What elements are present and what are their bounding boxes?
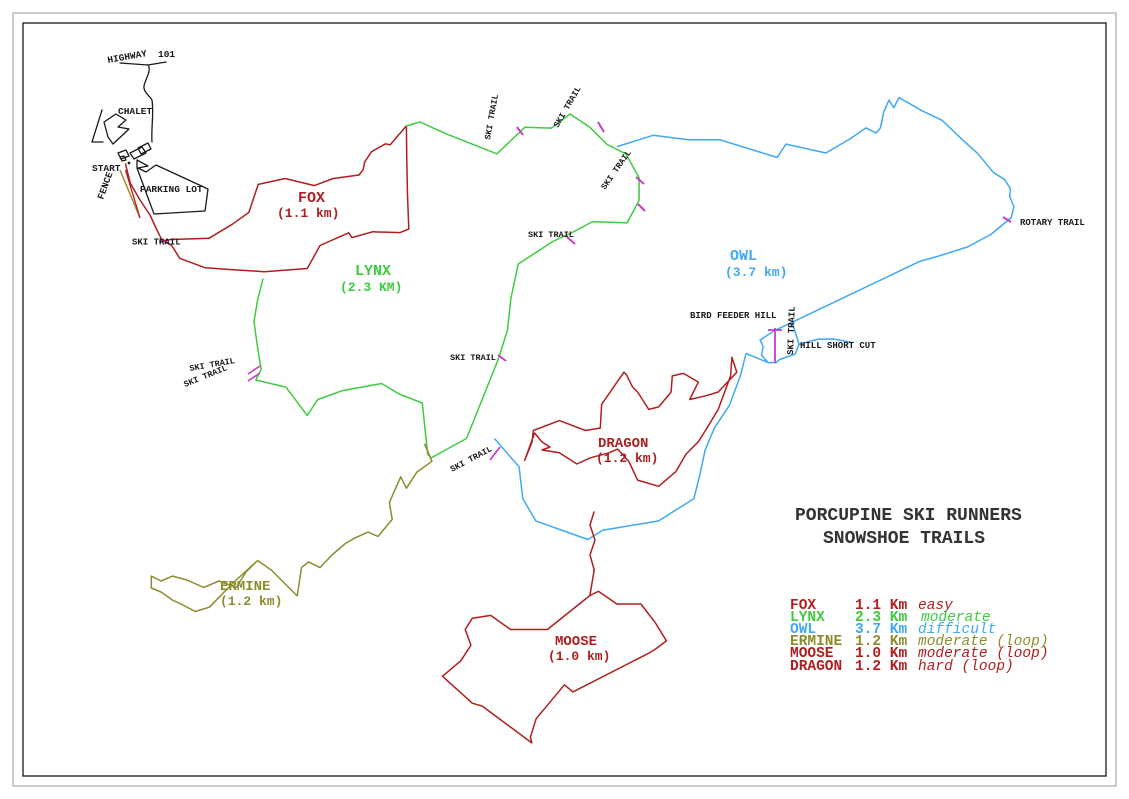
svg-text:SKI TRAIL: SKI TRAIL xyxy=(450,353,496,363)
svg-text:BIRD FEEDER HILL: BIRD FEEDER HILL xyxy=(690,311,776,321)
svg-text:SNOWSHOE TRAILS: SNOWSHOE TRAILS xyxy=(823,529,985,549)
svg-text:PORCUPINE SKI RUNNERS: PORCUPINE SKI RUNNERS xyxy=(795,506,1022,526)
svg-text:(1.0 km): (1.0 km) xyxy=(548,649,610,664)
svg-text:MOOSE: MOOSE xyxy=(555,634,597,650)
svg-text:SKI TRAIL: SKI TRAIL xyxy=(528,230,574,240)
svg-text:ROTARY TRAIL: ROTARY TRAIL xyxy=(1020,218,1085,228)
svg-text:DRAGON: DRAGON xyxy=(790,659,842,675)
svg-text:HILL SHORT CUT: HILL SHORT CUT xyxy=(800,341,876,351)
svg-text:ERMINE: ERMINE xyxy=(220,579,270,595)
svg-text:CHALET: CHALET xyxy=(118,106,153,117)
svg-text:SKI TRAIL: SKI TRAIL xyxy=(599,148,634,191)
svg-text:SKI TRAIL: SKI TRAIL xyxy=(786,306,798,355)
svg-text:(2.3 KM): (2.3 KM) xyxy=(340,280,402,295)
svg-text:FOX: FOX xyxy=(298,190,325,207)
svg-text:(1.1 km): (1.1 km) xyxy=(277,206,339,221)
svg-text:OWL: OWL xyxy=(730,248,757,265)
svg-text:DRAGON: DRAGON xyxy=(598,436,648,452)
svg-text:SKI TRAIL: SKI TRAIL xyxy=(552,85,584,130)
svg-text:hard (loop): hard (loop) xyxy=(918,659,1014,675)
svg-text:(3.7 km): (3.7 km) xyxy=(725,265,787,280)
svg-text:1.2 Km: 1.2 Km xyxy=(855,659,908,675)
svg-text:SKI TRAIL: SKI TRAIL xyxy=(132,238,181,248)
svg-text:PARKING LOT: PARKING LOT xyxy=(140,184,203,195)
svg-text:SKI TRAIL: SKI TRAIL xyxy=(449,444,494,474)
svg-text:(1.2 km): (1.2 km) xyxy=(596,451,658,466)
svg-text:LYNX: LYNX xyxy=(355,263,391,280)
svg-text:101: 101 xyxy=(158,49,175,60)
svg-text:FENCE: FENCE xyxy=(95,170,115,201)
svg-text:(1.2 km): (1.2 km) xyxy=(220,594,282,609)
svg-text:SKI TRAIL: SKI TRAIL xyxy=(483,94,501,141)
